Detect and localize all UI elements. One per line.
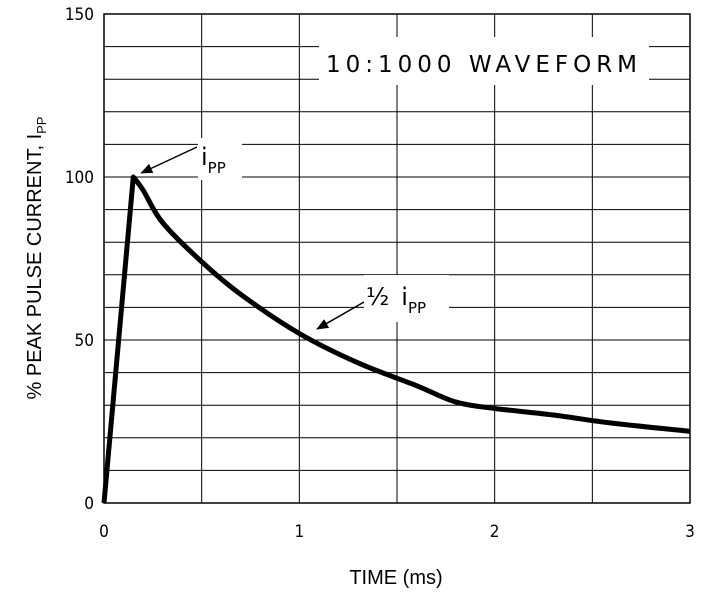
- half-ipp-label-prefix: ½: [366, 283, 389, 311]
- ipp-label-bg: [198, 138, 242, 180]
- ipp-label: iPP: [201, 143, 226, 177]
- chart-title: 10:1000 WAVEFORM: [326, 52, 642, 78]
- half-ipp-arrow: [316, 301, 365, 330]
- y-tick-label: 0: [84, 494, 94, 514]
- ipp-arrow: [140, 146, 198, 174]
- x-axis-title: TIME (ms): [349, 567, 442, 589]
- y-tick-label: 50: [75, 331, 94, 351]
- y-axis-title-main: % PEAK PULSE CURRENT, I: [24, 134, 46, 400]
- y-axis-title: % PEAK PULSE CURRENT, IPP: [24, 117, 49, 400]
- ipp-label-sub: PP: [208, 159, 226, 177]
- title-box: 10:1000 WAVEFORM: [319, 37, 649, 85]
- grid: [104, 14, 690, 503]
- series: [101, 174, 691, 504]
- ipp-label-main: i: [201, 143, 208, 171]
- plot-frame: [103, 13, 691, 504]
- x-tick-label: 2: [490, 522, 500, 542]
- plot-border: [103, 13, 691, 504]
- tick-labels: 0 50 100 150 0 1 2 3: [65, 5, 695, 542]
- waveform-line: [101, 174, 691, 504]
- y-tick-label: 150: [65, 5, 94, 25]
- half-ipp-label: ½ iPP: [366, 283, 426, 317]
- y-axis-title-sub: PP: [34, 117, 49, 134]
- half-ipp-label-bg: [364, 275, 449, 322]
- x-tick-label: 0: [99, 522, 109, 542]
- half-ipp-label-sub: PP: [408, 299, 426, 317]
- half-ipp-label-main: i: [401, 283, 408, 311]
- y-tick-label: 100: [65, 168, 94, 188]
- x-tick-label: 3: [685, 522, 695, 542]
- x-tick-label: 1: [294, 522, 304, 542]
